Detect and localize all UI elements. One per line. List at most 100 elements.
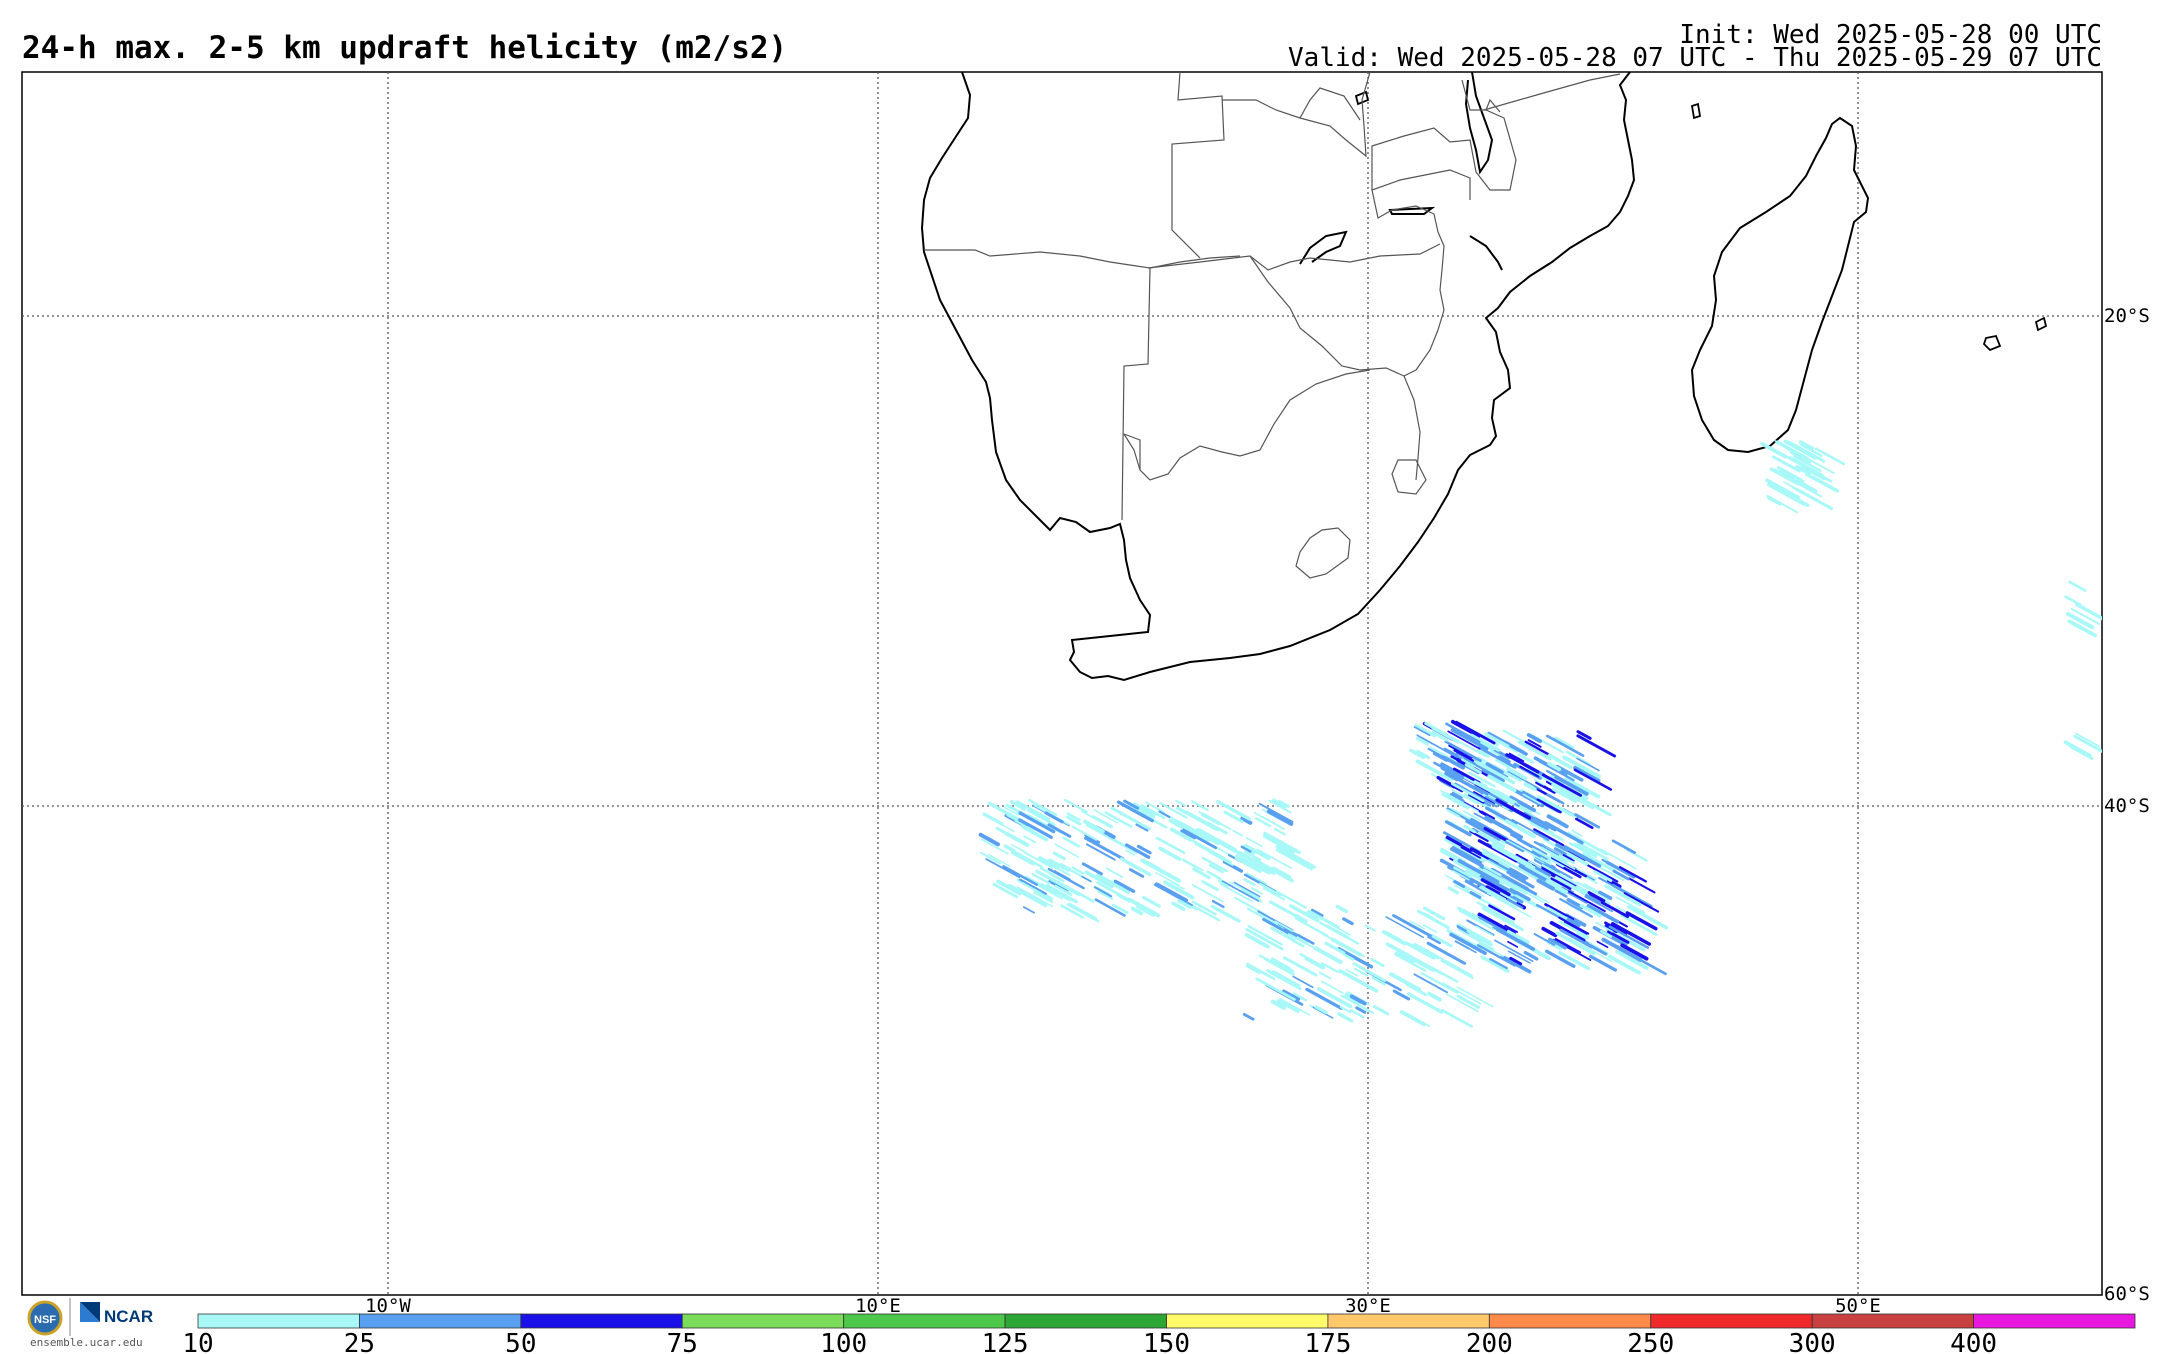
lon-label-10e: 10°E xyxy=(855,1295,901,1317)
helicity-streak xyxy=(1340,994,1375,1014)
helicity-streak xyxy=(1381,930,1407,946)
helicity-streak xyxy=(1052,851,1066,861)
helicity-streak xyxy=(1512,895,1524,904)
helicity-streak xyxy=(1489,957,1508,970)
helicity-streak xyxy=(1443,747,1459,758)
colorbar-tick-label: 250 xyxy=(1627,1329,1674,1354)
helicity-streak xyxy=(1023,851,1054,869)
helicity-streak xyxy=(1533,840,1547,850)
helicity-streak xyxy=(1523,782,1537,792)
helicity-streak xyxy=(1416,749,1430,760)
helicity-streak xyxy=(1597,865,1625,882)
colorbar-tick-label: 50 xyxy=(505,1329,536,1354)
helicity-streak xyxy=(1104,811,1133,828)
helicity-streak xyxy=(1271,970,1301,988)
map-frame xyxy=(21,71,2103,1296)
helicity-streak xyxy=(1481,848,1497,858)
helicity-streak xyxy=(1175,806,1188,815)
helicity-streak xyxy=(1444,820,1472,837)
helicity-streak xyxy=(1119,857,1152,877)
helicity-streak xyxy=(1246,962,1276,981)
helicity-streak xyxy=(1453,880,1466,889)
helicity-streak xyxy=(1541,864,1578,886)
helicity-streak xyxy=(1245,872,1268,886)
helicity-streak xyxy=(1605,860,1636,879)
helicity-streak xyxy=(1314,1005,1328,1015)
helicity-streak xyxy=(1240,889,1263,903)
helicity-streak xyxy=(1506,898,1524,909)
helicity-streak xyxy=(1480,810,1495,821)
helicity-streak xyxy=(1279,997,1311,1016)
helicity-streak xyxy=(1254,817,1272,828)
helicity-streak xyxy=(1566,852,1589,866)
helicity-streak xyxy=(1788,440,1826,463)
helicity-streak xyxy=(1063,798,1088,813)
lat-label-40s: 40°S xyxy=(2104,795,2150,817)
helicity-streak xyxy=(1432,752,1449,762)
helicity-streak xyxy=(1502,729,1529,745)
helicity-streak xyxy=(1595,921,1614,933)
helicity-streak xyxy=(1536,878,1556,891)
helicity-streak xyxy=(2070,607,2101,625)
helicity-streak xyxy=(978,832,1000,847)
helicity-streak xyxy=(1518,864,1548,882)
helicity-streak xyxy=(1506,828,1524,840)
helicity-streak xyxy=(1810,475,1839,493)
helicity-streak xyxy=(1549,921,1586,943)
helicity-streak xyxy=(1242,1012,1255,1021)
helicity-streak xyxy=(1140,804,1166,820)
helicity-streak xyxy=(1245,964,1261,974)
helicity-streak xyxy=(1395,951,1415,964)
helicity-streak xyxy=(1364,924,1376,932)
map-title: 24-h max. 2-5 km updraft helicity (m2/s2… xyxy=(22,30,788,66)
colorbar-tick-label: 75 xyxy=(667,1329,698,1354)
helicity-streak xyxy=(1123,799,1140,810)
lon-label-50e: 50°E xyxy=(1835,1295,1881,1317)
helicity-streak xyxy=(1574,813,1600,829)
helicity-streak xyxy=(1531,847,1565,868)
colorbar-segment xyxy=(1488,1313,1652,1329)
helicity-streak xyxy=(1506,870,1521,881)
helicity-streak xyxy=(1615,949,1649,970)
helicity-streak xyxy=(1271,798,1287,809)
helicity-streak xyxy=(1258,802,1294,823)
helicity-streak xyxy=(1416,734,1452,755)
colorbar-tick-label: 25 xyxy=(344,1329,375,1354)
colorbar-segment xyxy=(1811,1313,1974,1329)
helicity-streak xyxy=(1385,916,1424,939)
helicity-streak xyxy=(1627,905,1669,930)
helicity-streak xyxy=(1422,912,1434,920)
helicity-streak xyxy=(1262,917,1294,937)
helicity-streak xyxy=(1009,800,1027,811)
helicity-streak xyxy=(1244,932,1270,949)
helicity-streak xyxy=(1054,884,1073,896)
helicity-streak xyxy=(1480,955,1510,973)
helicity-streak xyxy=(1457,927,1482,943)
helicity-streak xyxy=(1555,931,1596,956)
helicity-streak xyxy=(1083,819,1105,834)
helicity-streak xyxy=(1466,919,1495,936)
helicity-streak xyxy=(1450,847,1484,868)
helicity-streak xyxy=(1299,953,1326,969)
helicity-streak xyxy=(1504,924,1518,933)
mozambique-coast-detail xyxy=(1469,235,1503,271)
helicity-streak xyxy=(1481,768,1505,783)
helicity-streak xyxy=(1018,811,1056,834)
lat-label-20s: 20°S xyxy=(2104,305,2150,327)
helicity-streak xyxy=(1487,774,1517,793)
helicity-streak xyxy=(1771,483,1796,499)
helicity-streak xyxy=(1517,804,1532,814)
helicity-streak xyxy=(1440,959,1474,979)
helicity-streak xyxy=(1576,881,1610,901)
colorbar-segment xyxy=(1973,1313,2136,1329)
helicity-streak xyxy=(1427,935,1441,945)
helicity-streak xyxy=(1781,453,1805,468)
helicity-streak xyxy=(1094,898,1126,917)
helicity-streak xyxy=(1531,850,1548,861)
helicity-streak xyxy=(1464,763,1482,774)
helicity-streak xyxy=(1353,967,1369,977)
helicity-streak xyxy=(1509,833,1542,852)
helicity-streak xyxy=(1281,964,1295,973)
helicity-streak xyxy=(1182,828,1218,850)
helicity-streak xyxy=(1526,733,1543,744)
